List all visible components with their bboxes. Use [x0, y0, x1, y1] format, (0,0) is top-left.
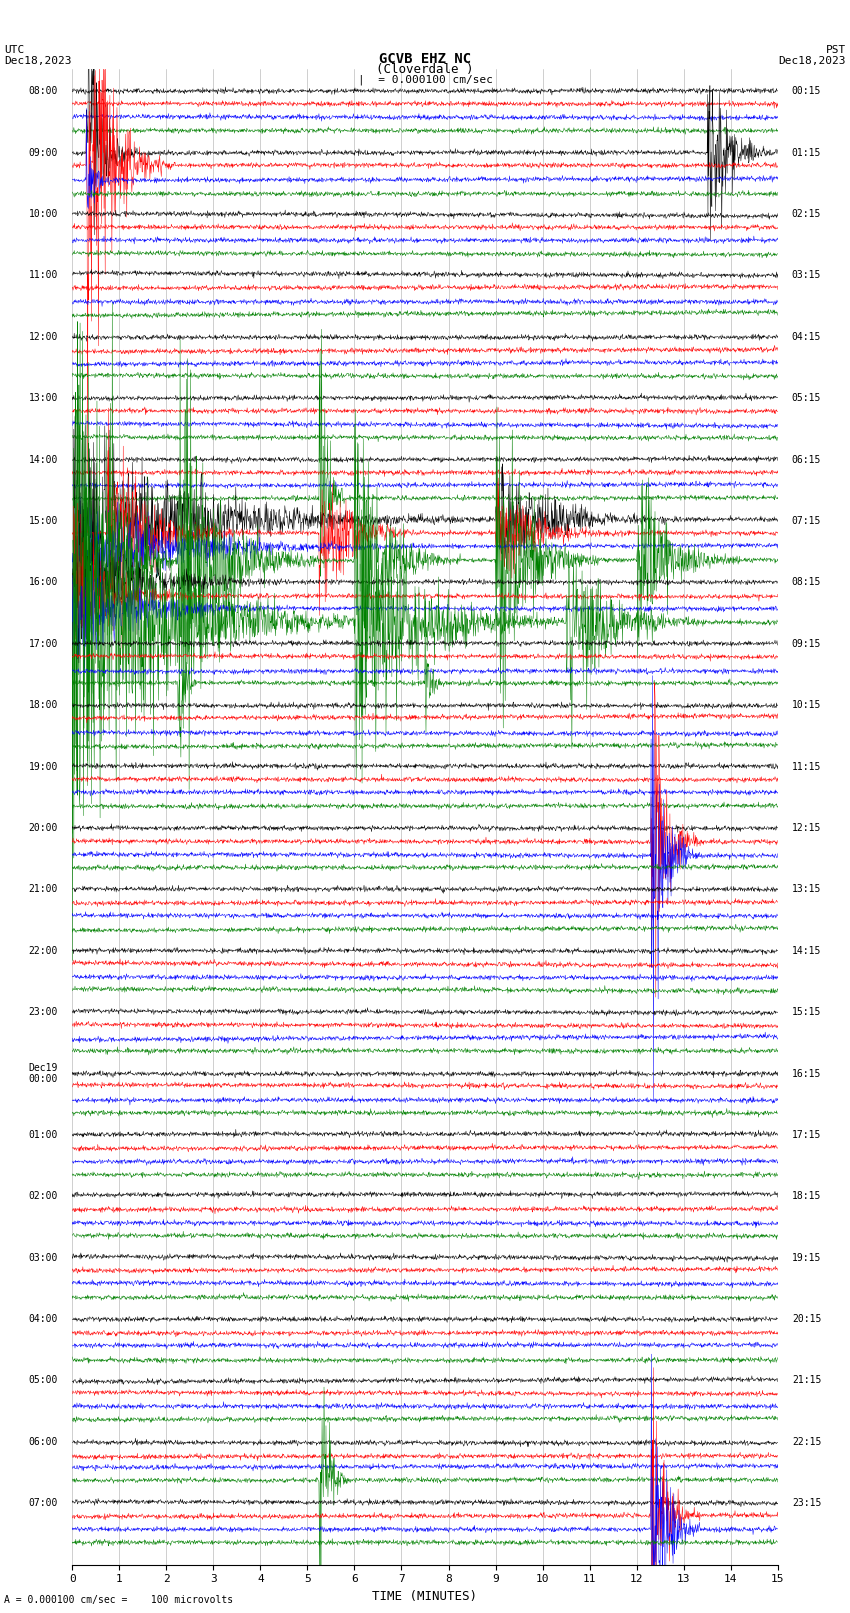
Text: 17:15: 17:15	[792, 1129, 821, 1140]
Text: 23:15: 23:15	[792, 1498, 821, 1508]
Text: 10:15: 10:15	[792, 700, 821, 710]
Text: 21:15: 21:15	[792, 1376, 821, 1386]
Text: Dec18,2023: Dec18,2023	[4, 56, 71, 66]
Text: 07:00: 07:00	[29, 1498, 58, 1508]
Text: 13:15: 13:15	[792, 884, 821, 894]
Text: 18:00: 18:00	[29, 700, 58, 710]
Text: 05:15: 05:15	[792, 394, 821, 403]
Text: 04:15: 04:15	[792, 332, 821, 342]
Text: 11:15: 11:15	[792, 761, 821, 771]
Text: 09:15: 09:15	[792, 639, 821, 648]
Text: 08:00: 08:00	[29, 85, 58, 97]
Text: 00:15: 00:15	[792, 85, 821, 97]
Text: 19:00: 19:00	[29, 761, 58, 771]
Text: |  = 0.000100 cm/sec: | = 0.000100 cm/sec	[358, 74, 492, 85]
Text: 12:15: 12:15	[792, 823, 821, 832]
Text: 06:00: 06:00	[29, 1437, 58, 1447]
Text: 07:15: 07:15	[792, 516, 821, 526]
Text: 17:00: 17:00	[29, 639, 58, 648]
Text: 20:00: 20:00	[29, 823, 58, 832]
Text: 10:00: 10:00	[29, 210, 58, 219]
Text: GCVB EHZ NC: GCVB EHZ NC	[379, 52, 471, 66]
Text: 12:00: 12:00	[29, 332, 58, 342]
Text: 23:00: 23:00	[29, 1007, 58, 1018]
Text: 14:15: 14:15	[792, 945, 821, 957]
Text: Dec19
00:00: Dec19 00:00	[29, 1063, 58, 1084]
Text: 03:00: 03:00	[29, 1253, 58, 1263]
Text: 05:00: 05:00	[29, 1376, 58, 1386]
Text: 15:15: 15:15	[792, 1007, 821, 1018]
Text: 04:00: 04:00	[29, 1315, 58, 1324]
Text: 01:00: 01:00	[29, 1129, 58, 1140]
Text: 14:00: 14:00	[29, 455, 58, 465]
Text: 16:15: 16:15	[792, 1068, 821, 1079]
Text: 16:00: 16:00	[29, 577, 58, 587]
Text: A = 0.000100 cm/sec =    100 microvolts: A = 0.000100 cm/sec = 100 microvolts	[4, 1595, 234, 1605]
Text: 13:00: 13:00	[29, 394, 58, 403]
Text: 08:15: 08:15	[792, 577, 821, 587]
Text: UTC: UTC	[4, 45, 25, 55]
Text: PST: PST	[825, 45, 846, 55]
Text: 15:00: 15:00	[29, 516, 58, 526]
Text: 22:15: 22:15	[792, 1437, 821, 1447]
Text: 18:15: 18:15	[792, 1192, 821, 1202]
Text: (Cloverdale ): (Cloverdale )	[377, 63, 473, 76]
Text: Dec18,2023: Dec18,2023	[779, 56, 846, 66]
Text: 03:15: 03:15	[792, 271, 821, 281]
Text: 06:15: 06:15	[792, 455, 821, 465]
Text: 20:15: 20:15	[792, 1315, 821, 1324]
Text: 02:15: 02:15	[792, 210, 821, 219]
X-axis label: TIME (MINUTES): TIME (MINUTES)	[372, 1590, 478, 1603]
Text: 01:15: 01:15	[792, 148, 821, 158]
Text: 22:00: 22:00	[29, 945, 58, 957]
Text: 02:00: 02:00	[29, 1192, 58, 1202]
Text: 19:15: 19:15	[792, 1253, 821, 1263]
Text: 09:00: 09:00	[29, 148, 58, 158]
Text: 11:00: 11:00	[29, 271, 58, 281]
Text: 21:00: 21:00	[29, 884, 58, 894]
